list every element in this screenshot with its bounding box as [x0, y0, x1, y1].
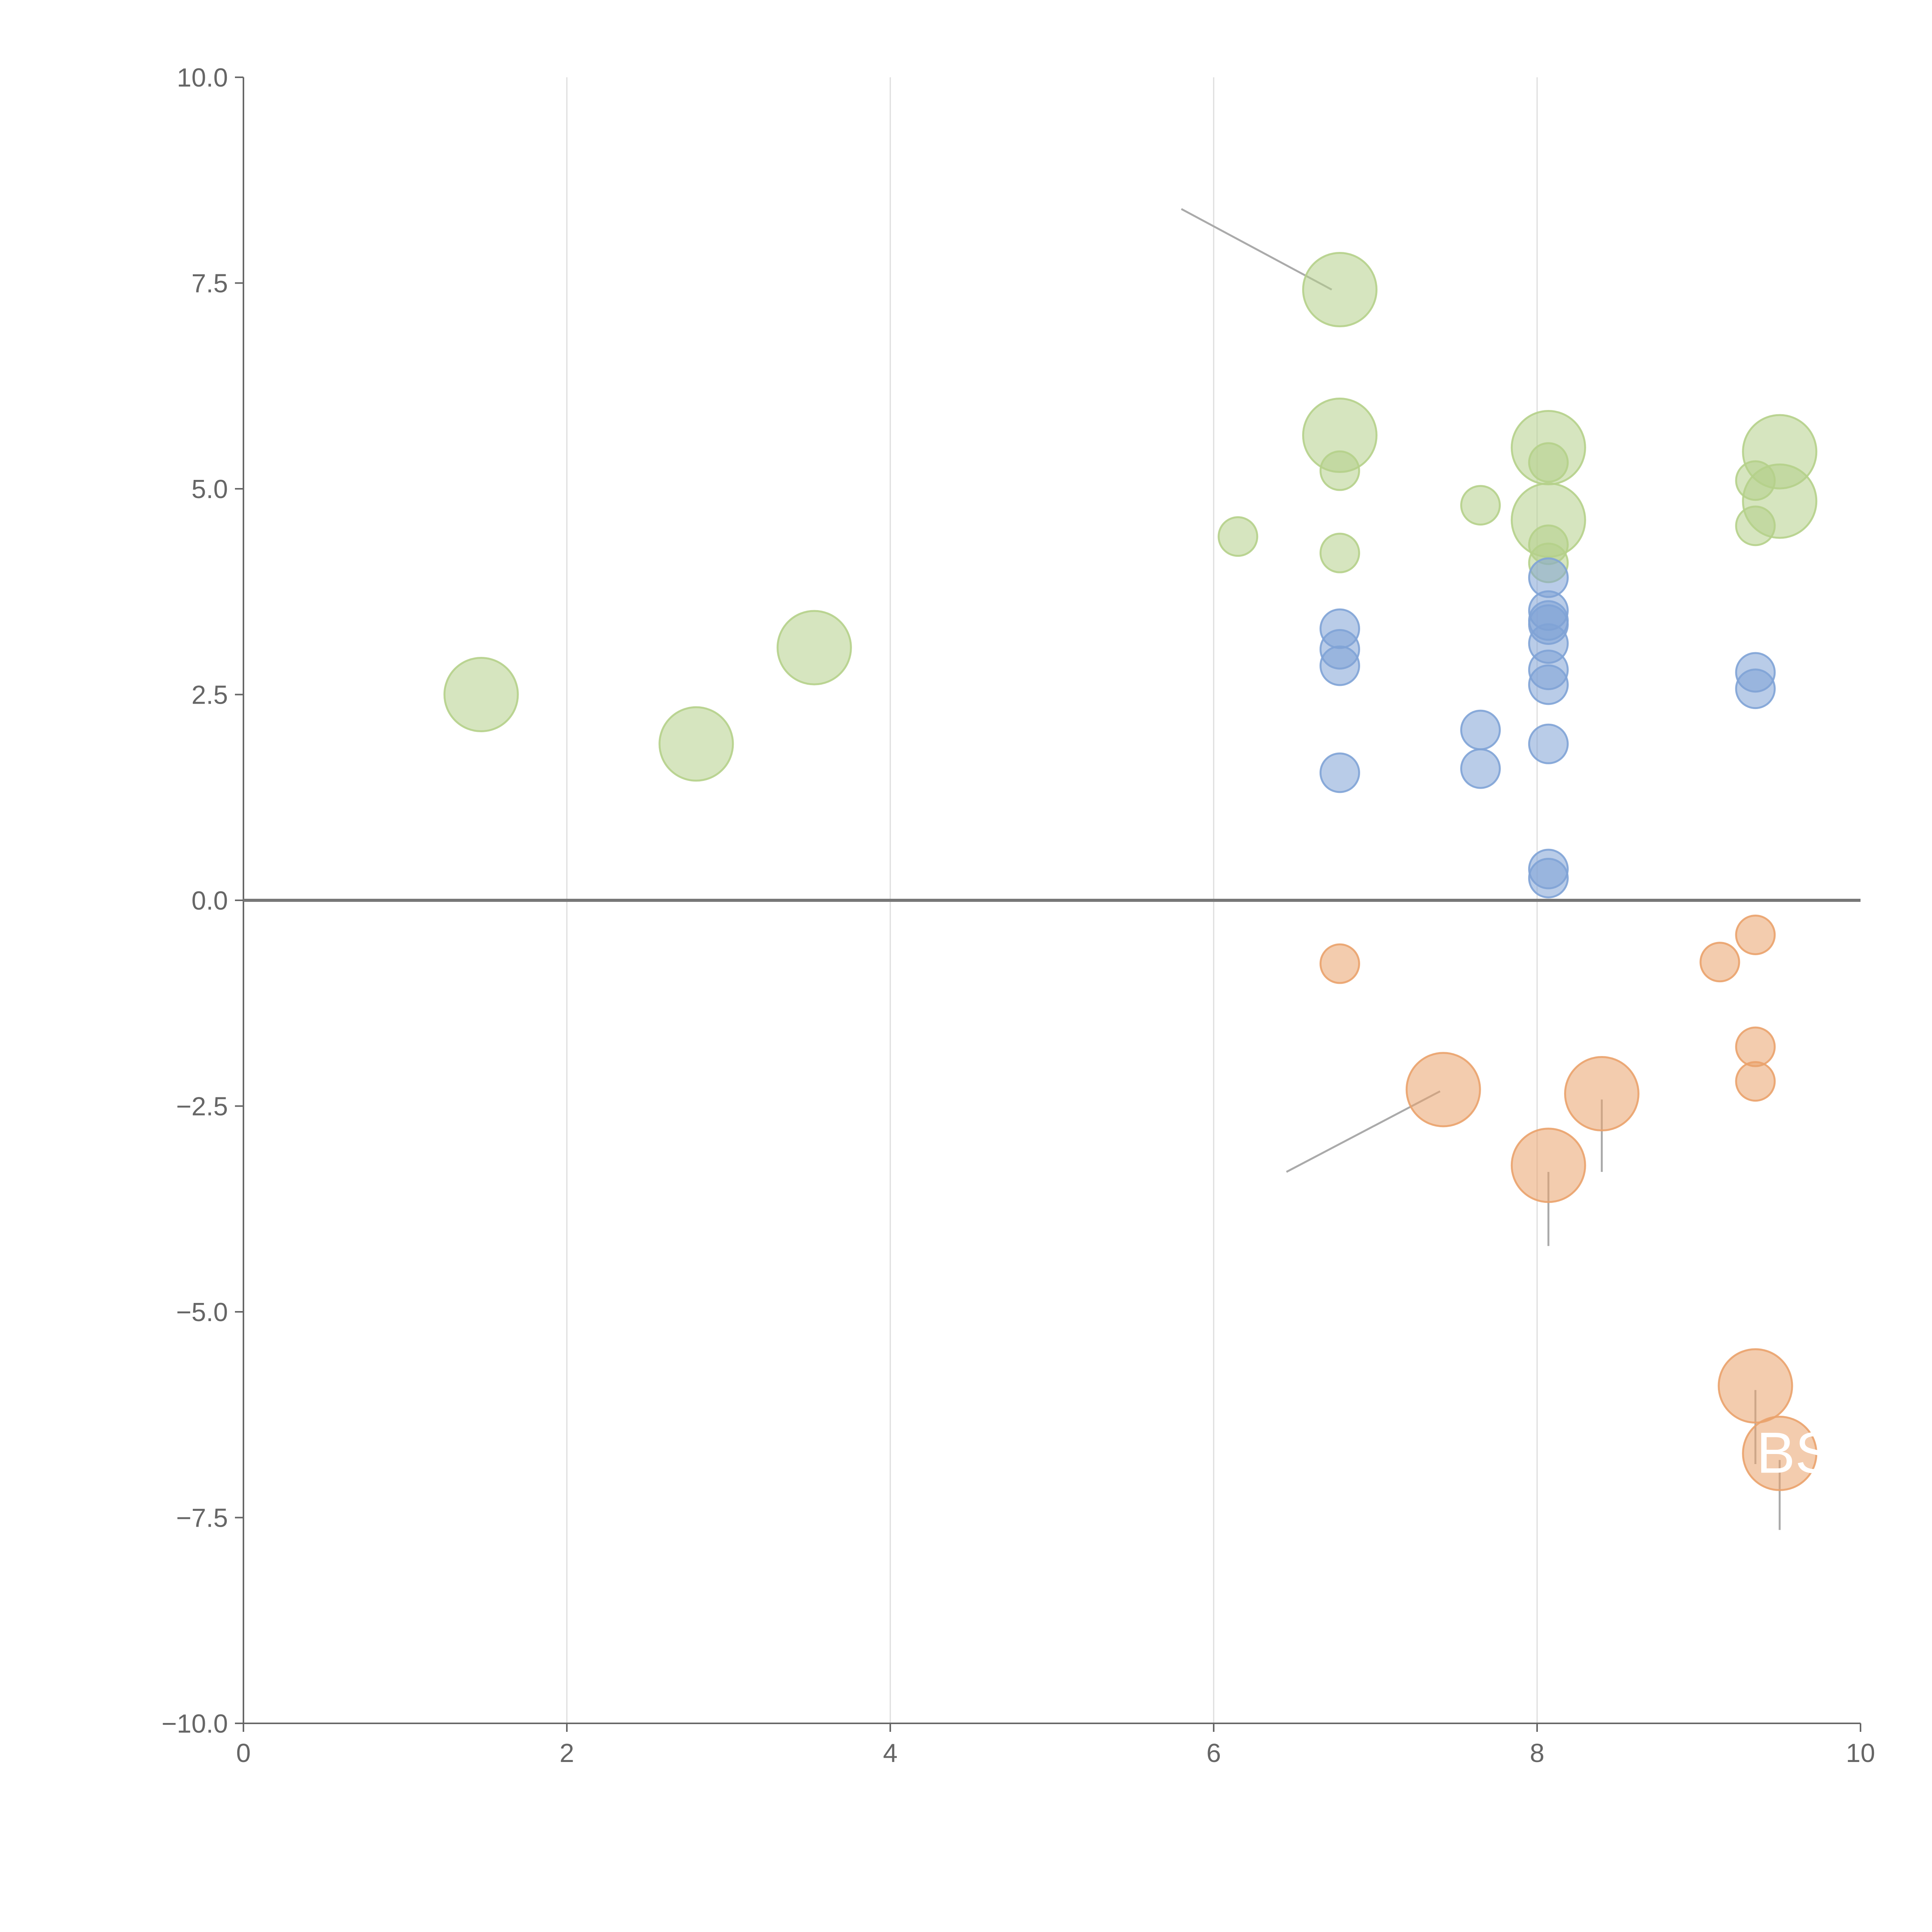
orange-bubble	[1718, 1348, 1793, 1424]
y-tick-label: −10.0	[162, 1709, 228, 1738]
y-tick-label: 7.5	[191, 269, 228, 298]
orange-bubble	[1510, 1128, 1586, 1203]
green-bubble	[1218, 516, 1259, 557]
orange-bubble	[1735, 1061, 1776, 1102]
x-tick-label: 10	[1846, 1738, 1875, 1768]
y-tick-label: −7.5	[176, 1503, 228, 1533]
blue-bubble	[1528, 723, 1569, 764]
orange-bubble	[1735, 1026, 1776, 1067]
blue-bubble	[1460, 748, 1501, 789]
x-tick-label: 4	[883, 1738, 898, 1768]
blue-bubble	[1319, 645, 1360, 686]
green-bubble	[1460, 485, 1501, 526]
blue-bubble	[1735, 668, 1776, 709]
blue-bubble	[1460, 709, 1501, 750]
orange-bubble	[1319, 943, 1360, 984]
x-tick-label: 8	[1530, 1738, 1544, 1768]
leader-lines	[699, 208, 1781, 1530]
x-tick-label: 6	[1206, 1738, 1221, 1768]
orange-bubble	[1742, 1415, 1818, 1491]
green-bubble	[443, 657, 519, 732]
green-bubble	[1302, 252, 1378, 328]
x-tick-label: 2	[560, 1738, 574, 1768]
x-tick-label: 0	[236, 1738, 251, 1768]
y-tick-label: 0.0	[191, 886, 228, 915]
axes: 0 2 4 6 8 10 10.0 7.5 5.0 2.5 0.0 −2.5 −5.0 −7.5 −10.0	[162, 63, 1875, 1768]
bubble-label: BS	[1757, 1420, 1834, 1485]
green-bubble	[1319, 532, 1360, 573]
green-bubble	[776, 610, 852, 685]
blue-bubble	[1528, 857, 1569, 898]
orange-bubble	[1564, 1056, 1639, 1132]
orange-bubble	[1405, 1052, 1481, 1128]
y-tick-label: 10.0	[177, 63, 228, 92]
blue-bubble	[1528, 664, 1569, 705]
y-tick-label: 5.0	[191, 474, 228, 504]
blue-bubble	[1319, 752, 1360, 793]
orange-bubble	[1699, 942, 1740, 983]
y-tick-label: 2.5	[191, 680, 228, 710]
green-bubble	[1528, 442, 1569, 483]
green-bubble	[658, 706, 734, 782]
y-tick-label: −2.5	[176, 1092, 228, 1121]
bubbles	[443, 252, 1818, 1491]
green-bubble	[1319, 450, 1360, 491]
orange-bubble	[1735, 914, 1776, 955]
green-bubble	[1742, 463, 1818, 539]
y-tick-label: −5.0	[176, 1298, 228, 1327]
annotation-labels: BS	[1757, 1420, 1834, 1485]
